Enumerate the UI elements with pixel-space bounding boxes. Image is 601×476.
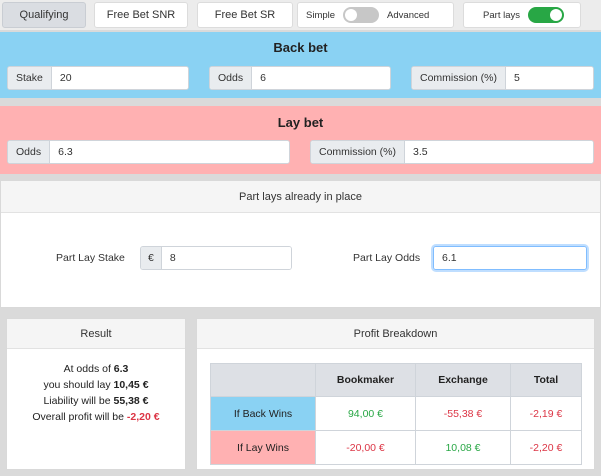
back-odds-label: Odds — [210, 67, 253, 89]
switch-knob — [345, 9, 358, 21]
part-lays-title: Part lays already in place — [1, 181, 600, 213]
cell-back-wins-bookmaker: 94,00 € — [315, 396, 416, 431]
part-lay-odds-label: Part Lay Odds — [353, 252, 421, 264]
cell-back-wins-exchange: -55,38 € — [415, 396, 511, 431]
lay-commission-input[interactable]: 3.5 — [405, 141, 593, 163]
profit-breakdown-panel: Profit Breakdown Bookmaker Exchange Tota… — [196, 318, 595, 470]
lay-commission-label: Commission (%) — [311, 141, 406, 163]
result-lay-value: 10,45 € — [113, 379, 149, 391]
mode-toggle[interactable]: Simple Advanced — [297, 2, 454, 28]
part-lay-stake-label: Part Lay Stake — [56, 252, 125, 264]
result-line-profit: Overall profit will be -2,20 € — [7, 409, 185, 425]
back-stake-input[interactable]: 20 — [51, 67, 188, 89]
result-odds-text: At odds of — [63, 363, 114, 375]
cell-lay-wins-total: -2,20 € — [510, 430, 582, 465]
table-header-row: Bookmaker Exchange Total — [210, 363, 582, 397]
back-stake-field[interactable]: Stake 20 — [7, 66, 189, 90]
back-commission-label: Commission (%) — [412, 67, 507, 89]
back-stake-label: Stake — [8, 67, 52, 89]
result-odds-value: 6.3 — [113, 363, 129, 375]
currency-addon: € — [141, 247, 162, 269]
table-header-empty — [210, 363, 316, 397]
part-lay-odds-input[interactable]: 6.1 — [434, 247, 586, 269]
switch-knob — [550, 9, 562, 21]
top-tab-bar: Qualifying Free Bet SNR Free Bet SR Simp… — [0, 0, 601, 30]
back-commission-field[interactable]: Commission (%) 5 — [411, 66, 594, 90]
tab-qualifying[interactable]: Qualifying — [2, 2, 86, 28]
cell-lay-wins-bookmaker: -20,00 € — [315, 430, 416, 465]
mode-switch[interactable] — [343, 7, 380, 23]
mode-advanced-label: Advanced — [387, 9, 430, 21]
back-bet-section: Back bet Stake 20 Odds 6 Commission (%) … — [0, 32, 601, 98]
part-lays-label: Part lays — [483, 9, 520, 21]
result-panel: Result At odds of 6.3 you should lay 10,… — [6, 318, 186, 470]
result-line-odds: At odds of 6.3 — [7, 361, 185, 377]
result-body: At odds of 6.3 you should lay 10,45 € Li… — [7, 349, 185, 425]
profit-breakdown-title: Profit Breakdown — [197, 319, 594, 349]
result-profit-value: -2,20 € — [126, 411, 160, 423]
mode-simple-label: Simple — [306, 9, 336, 21]
row-label-lay-wins: If Lay Wins — [210, 430, 316, 465]
back-bet-title: Back bet — [273, 40, 328, 55]
part-lays-panel: Part lays already in place Part Lay Stak… — [0, 180, 601, 308]
table-row: If Back Wins 94,00 € -55,38 € -2,19 € — [210, 396, 582, 431]
profit-breakdown-table: Bookmaker Exchange Total If Back Wins 94… — [210, 363, 582, 465]
cell-lay-wins-exchange: 10,08 € — [415, 430, 511, 465]
result-title: Result — [7, 319, 185, 349]
part-lay-odds-field[interactable]: 6.1 — [433, 246, 587, 270]
lay-bet-title: Lay bet — [277, 115, 324, 130]
tab-free-bet-sr[interactable]: Free Bet SR — [197, 2, 293, 28]
table-header-bookmaker: Bookmaker — [315, 363, 416, 397]
part-lays-switch[interactable] — [528, 7, 564, 23]
part-lay-stake-input[interactable]: 8 — [161, 247, 291, 269]
cell-back-wins-total: -2,19 € — [510, 396, 582, 431]
table-header-exchange: Exchange — [415, 363, 511, 397]
lay-commission-field[interactable]: Commission (%) 3.5 — [310, 140, 594, 164]
part-lay-stake-field[interactable]: € 8 — [140, 246, 292, 270]
result-line-lay: you should lay 10,45 € — [7, 377, 185, 393]
lay-odds-label: Odds — [8, 141, 51, 163]
lay-bet-section: Lay bet Odds 6.3 Commission (%) 3.5 — [0, 106, 601, 174]
result-liability-text: Liability will be — [43, 395, 114, 407]
tab-free-bet-snr[interactable]: Free Bet SNR — [94, 2, 188, 28]
back-odds-input[interactable]: 6 — [252, 67, 390, 89]
result-line-liability: Liability will be 55,38 € — [7, 393, 185, 409]
table-row: If Lay Wins -20,00 € 10,08 € -2,20 € — [210, 430, 582, 465]
back-odds-field[interactable]: Odds 6 — [209, 66, 391, 90]
back-commission-input[interactable]: 5 — [506, 67, 593, 89]
row-label-back-wins: If Back Wins — [210, 396, 316, 431]
lay-odds-field[interactable]: Odds 6.3 — [7, 140, 290, 164]
table-header-total: Total — [510, 363, 582, 397]
result-lay-text: you should lay — [43, 379, 114, 391]
lay-odds-input[interactable]: 6.3 — [50, 141, 289, 163]
part-lays-toggle[interactable]: Part lays — [463, 2, 581, 28]
result-profit-text: Overall profit will be — [32, 411, 127, 423]
result-liability-value: 55,38 € — [113, 395, 149, 407]
